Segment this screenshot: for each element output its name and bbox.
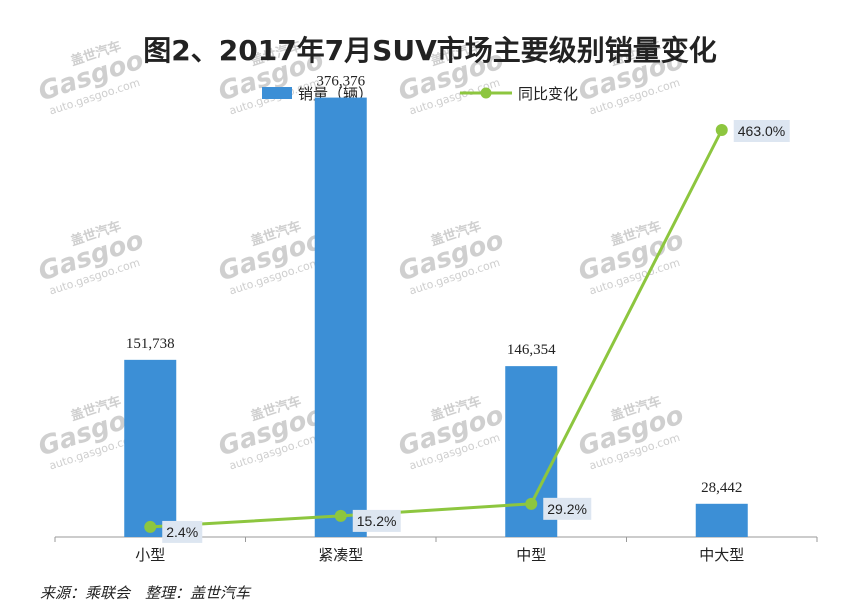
category-label: 小型 [135, 546, 165, 564]
category-label: 紧凑型 [318, 546, 363, 564]
line-point [715, 124, 728, 136]
legend-label-line: 同比变化 [518, 85, 578, 103]
line-label-box [543, 497, 592, 520]
line-label-box [352, 509, 401, 532]
line-label-box [733, 120, 790, 142]
source-note: 来源：乘联会 整理：盖世汽车 [40, 584, 252, 602]
legend-marker [480, 87, 492, 99]
category-label: 中型 [516, 546, 546, 564]
chart-title: 图2、2017年7月SUV市场主要级别销量变化 [143, 34, 716, 67]
line-point [334, 509, 347, 522]
bar-value-label: 28,442 [701, 480, 742, 496]
line-value-label: 15.2% [352, 509, 401, 532]
bar [314, 97, 367, 537]
line-value-label: 463.0% [733, 120, 790, 142]
bar [695, 503, 748, 537]
line-point [144, 520, 157, 533]
line-label-text: 463.0% [738, 123, 785, 139]
legend-swatch-bar [262, 87, 292, 99]
bar-value-label: 146,354 [507, 342, 556, 358]
line-value-label: 29.2% [543, 497, 592, 520]
bar-value-label: 151,738 [126, 336, 175, 352]
line-label-box [162, 520, 203, 543]
line-label-text: 2.4% [166, 524, 198, 540]
line-label-text: 29.2% [547, 501, 587, 517]
line-label-text: 15.2% [357, 513, 397, 529]
bar [124, 359, 177, 537]
line-series [150, 129, 724, 529]
bar-value-label: 376,376 [316, 74, 365, 90]
category-label: 中大型 [699, 546, 744, 564]
plot-area: 151,738 小型 376,376 紧凑型 146,354 中型 28,442 中大型 2.4… [54, 74, 818, 564]
line-value-label: 2.4% [162, 520, 203, 543]
line-point [525, 497, 538, 510]
